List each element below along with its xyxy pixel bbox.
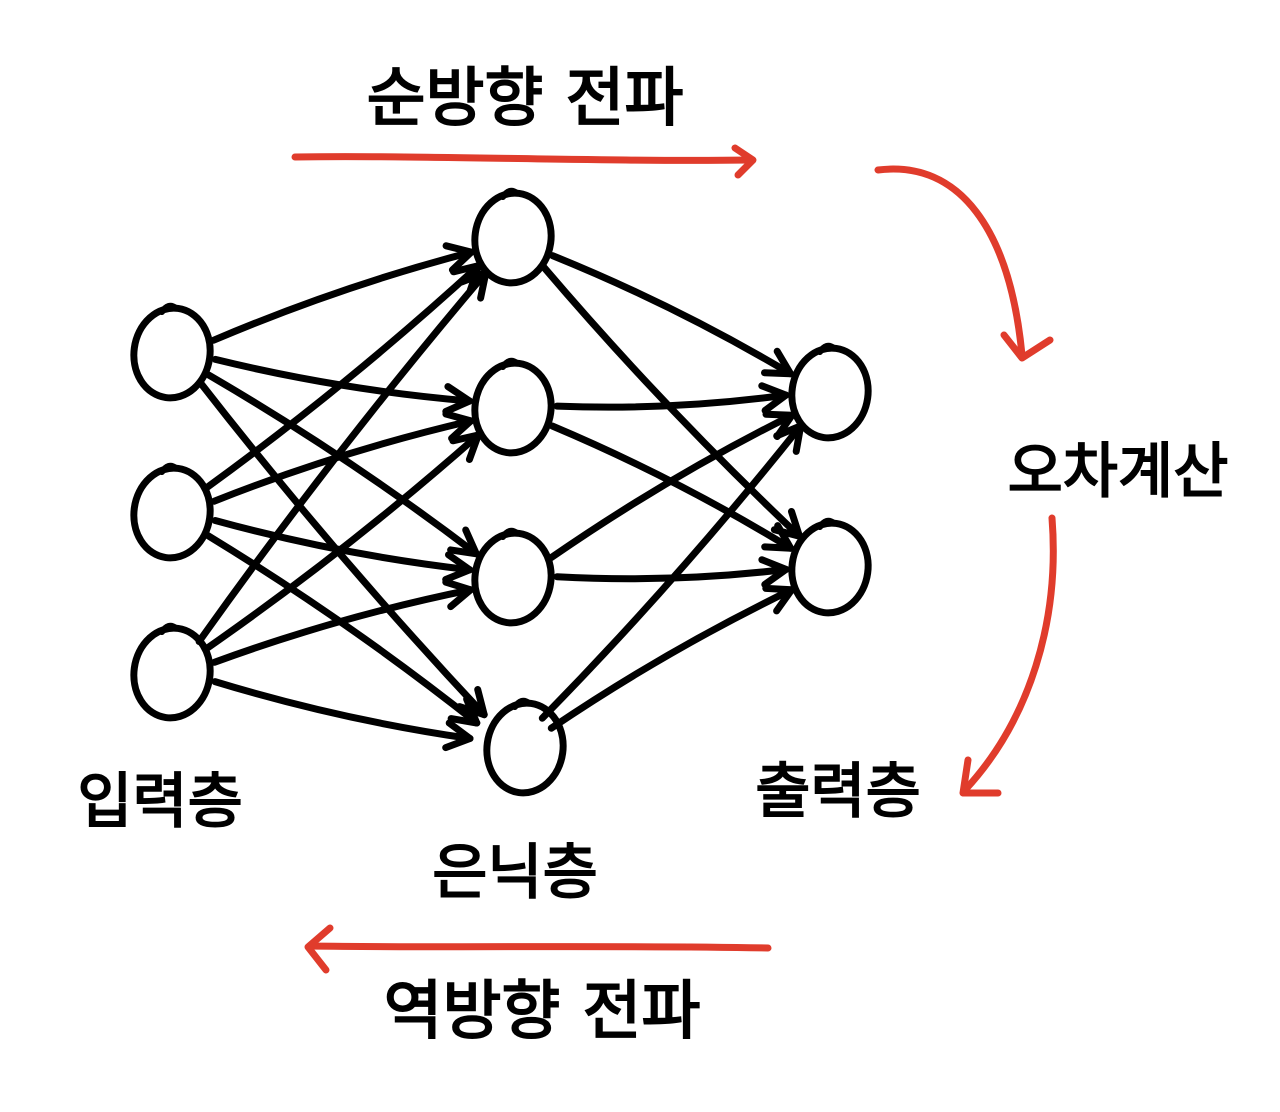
connection-input-3-hidden-3-head: [442, 578, 475, 611]
connection-input-3-hidden-1: [195, 269, 490, 645]
backward-label: 역방향 전파: [384, 975, 701, 1049]
connection-input-3-hidden-3: [210, 586, 475, 666]
backward-arrow-head: [304, 924, 334, 974]
hidden-neuron-3: [471, 527, 555, 627]
connection-input-3-hidden-4: [211, 678, 474, 742]
output-neuron-1-stroke-start: [817, 342, 837, 355]
connection-input-2-hidden-4-head: [447, 695, 481, 727]
hidden-neuron-4: [483, 697, 567, 797]
connection-input-2-hidden-2-head: [442, 410, 475, 442]
connection-input-3-hidden-4-head: [442, 719, 474, 752]
connection-hidden-4-output-1: [538, 422, 805, 722]
error-label: 오차계산: [1008, 437, 1229, 507]
connection-hidden-3-output-2-head: [758, 556, 790, 588]
connection-hidden-2-output-2-head: [761, 522, 795, 552]
input-neuron-2-circle: [130, 464, 214, 562]
connection-input-2-hidden-1: [202, 262, 483, 492]
input-layer-label: 입력층: [77, 767, 243, 837]
error-arrow-top: [874, 165, 1054, 362]
input-neuron-2-stroke-start: [159, 462, 179, 475]
input-neuron-1-stroke-start: [159, 302, 179, 315]
hidden-neuron-1-stroke-start: [500, 187, 520, 200]
forward-label: 순방향 전파: [367, 62, 684, 136]
neurons-group: [130, 187, 872, 797]
hidden-neuron-4-stroke-start: [512, 697, 532, 710]
backward-arrow-shaft: [306, 942, 772, 952]
hidden-neuron-2-circle: [471, 359, 555, 457]
hidden-layer-label: 은닉층: [432, 838, 598, 908]
connection-input-1-hidden-1: [210, 248, 475, 344]
connection-hidden-4-output-2: [547, 586, 796, 732]
input-neuron-3-stroke-start: [159, 622, 179, 635]
forward-arrow-shaft: [291, 153, 756, 164]
input-neuron-2: [130, 462, 214, 562]
connection-input-1-hidden-2-head: [442, 383, 474, 415]
hidden-neuron-2: [471, 357, 555, 457]
output-neuron-2-stroke-start: [817, 517, 837, 530]
forward-arrow: [291, 144, 757, 179]
hidden-neuron-1: [471, 187, 555, 287]
input-neuron-1: [130, 302, 214, 402]
forward-arrow-head: [731, 144, 757, 179]
error-arrow-bottom-shaft: [961, 514, 1057, 794]
connection-input-3-hidden-2: [203, 431, 482, 652]
connection-input-2-hidden-4: [204, 532, 481, 727]
error-arrow-top-head: [1000, 331, 1054, 362]
connection-hidden-1-output-1: [549, 252, 794, 378]
connection-input-1-hidden-1-head: [442, 242, 475, 274]
error-arrow-bottom-head: [959, 756, 1002, 797]
output-neuron-1: [788, 342, 872, 442]
connection-hidden-3-output-1: [547, 411, 796, 562]
connection-hidden-3-output-1-head: [762, 410, 796, 440]
error-arrow-bottom: [959, 514, 1057, 797]
connection-input-1-hidden-3-head: [447, 526, 480, 558]
connection-input-2-hidden-3-head: [442, 551, 474, 583]
output-neuron-2: [788, 517, 872, 617]
connection-hidden-4-output-2-head: [762, 584, 796, 615]
connections-group: [195, 242, 805, 752]
connection-hidden-2-output-1: [553, 391, 790, 411]
error-arrow-top-shaft: [874, 165, 1026, 359]
input-neuron-3: [130, 622, 214, 722]
connection-hidden-1-output-1-head: [761, 347, 794, 378]
hidden-neuron-2-stroke-start: [500, 357, 520, 370]
hidden-neuron-3-stroke-start: [500, 527, 520, 540]
hidden-neuron-3-circle: [471, 529, 555, 627]
output-layer-label: 출력층: [755, 757, 921, 827]
hidden-neuron-4-circle: [483, 699, 567, 797]
connection-input-1-hidden-3: [205, 371, 480, 558]
backward-arrow: [304, 924, 772, 974]
connection-hidden-2-output-1-head: [758, 382, 790, 414]
